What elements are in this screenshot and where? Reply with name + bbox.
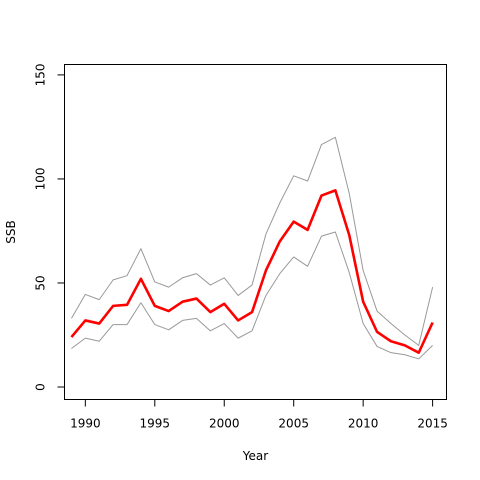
series-line-upper-bound bbox=[71, 136, 434, 346]
plot-frame bbox=[64, 64, 447, 400]
y-axis-title: SSB bbox=[4, 220, 18, 243]
y-tick-label: 50 bbox=[34, 275, 48, 290]
x-tick-label: 1990 bbox=[70, 417, 101, 431]
series-line-estimate bbox=[70, 189, 434, 354]
x-axis-title: Year bbox=[242, 449, 268, 463]
y-tick-label: 0 bbox=[34, 383, 48, 391]
y-tick-label: 150 bbox=[34, 63, 48, 86]
series-line-lower-bound bbox=[71, 231, 433, 360]
x-tick-label: 2005 bbox=[278, 417, 309, 431]
x-axis: 1990 1995 2000 2005 2010 2015 bbox=[70, 399, 448, 431]
y-tick-label: 100 bbox=[34, 167, 48, 190]
y-axis: 0 50 100 150 bbox=[34, 63, 65, 391]
series-layer bbox=[70, 136, 434, 360]
x-tick-label: 2010 bbox=[348, 417, 379, 431]
x-tick-label: 2015 bbox=[417, 417, 448, 431]
x-tick-label: 1995 bbox=[140, 417, 171, 431]
x-tick-label: 2000 bbox=[209, 417, 240, 431]
